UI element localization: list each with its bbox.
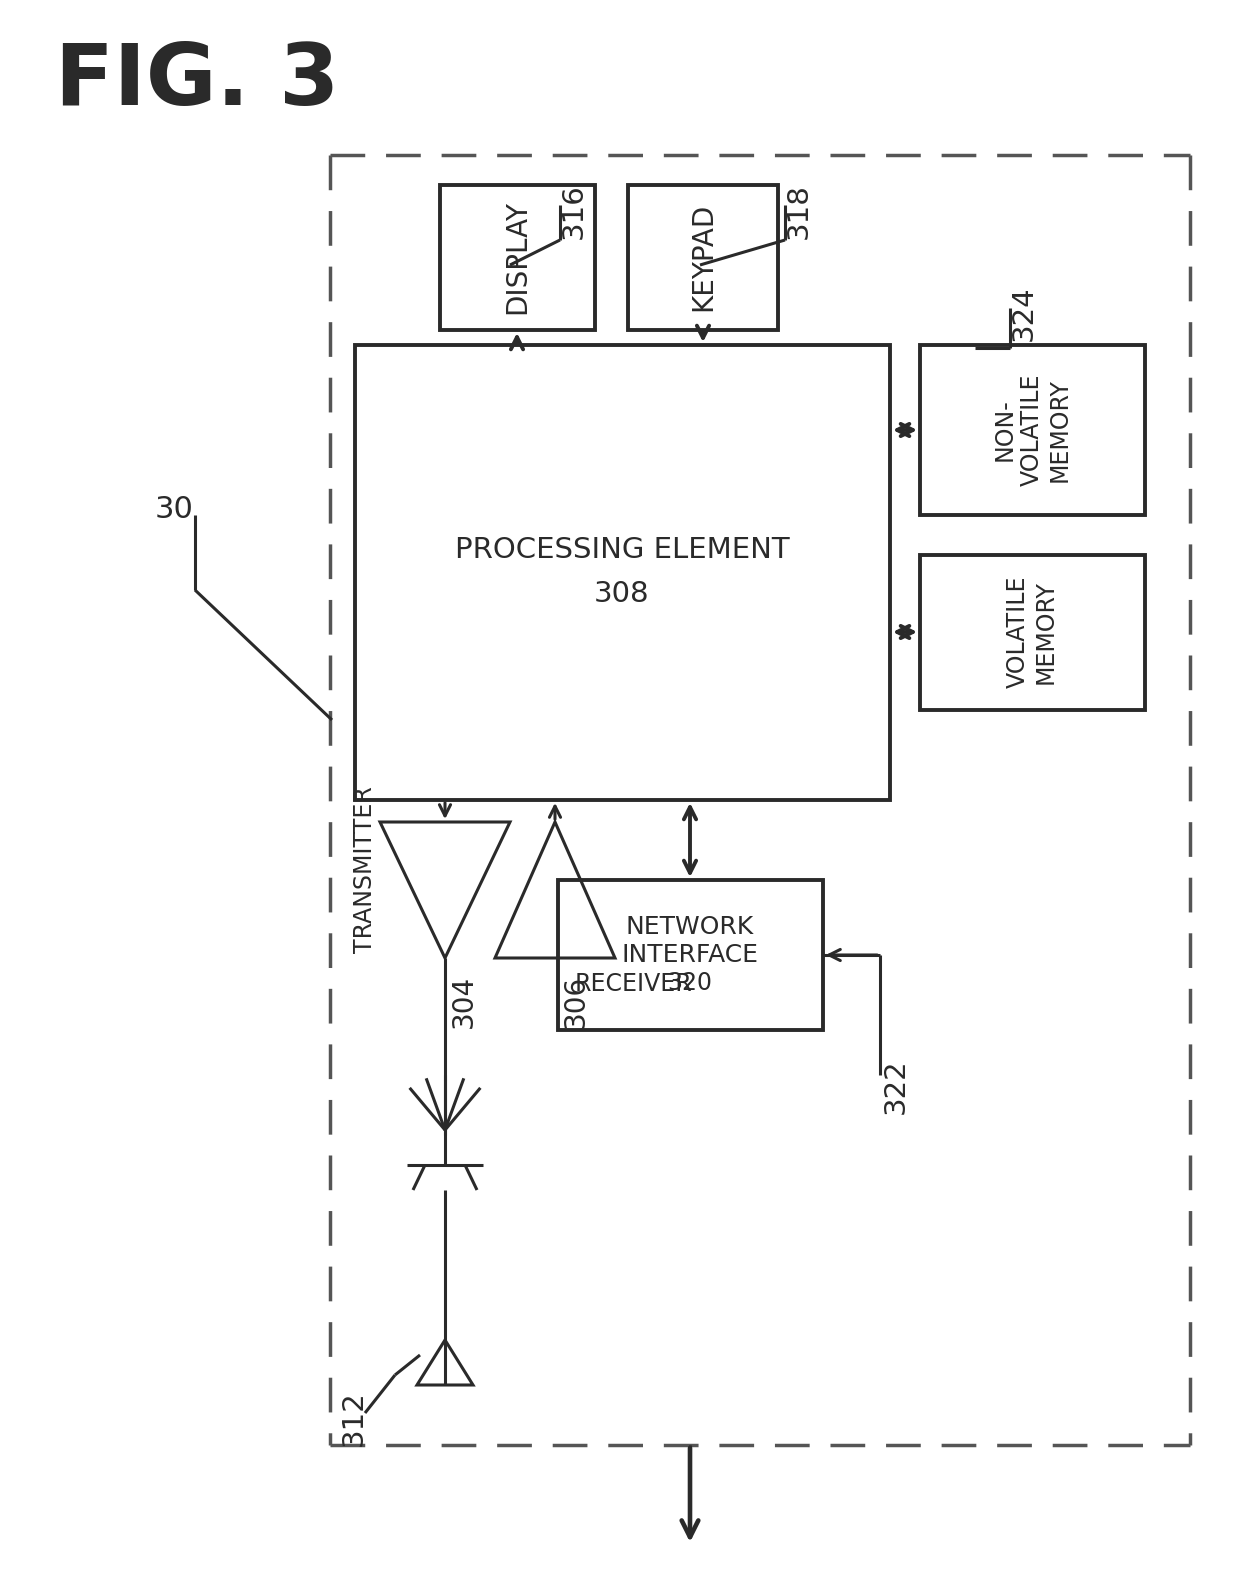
Bar bbox=[627, 186, 777, 330]
Text: 324: 324 bbox=[1011, 285, 1038, 341]
Text: VOLATILE
MEMORY: VOLATILE MEMORY bbox=[1006, 576, 1058, 688]
Text: KEYPAD: KEYPAD bbox=[689, 203, 717, 311]
Text: INTERFACE: INTERFACE bbox=[621, 944, 759, 967]
Bar bbox=[440, 186, 595, 330]
Text: 322: 322 bbox=[882, 1058, 910, 1113]
Text: 30: 30 bbox=[155, 495, 193, 523]
Bar bbox=[920, 555, 1145, 711]
Text: 306: 306 bbox=[562, 975, 590, 1028]
Text: 320: 320 bbox=[667, 971, 713, 994]
Bar bbox=[920, 346, 1145, 515]
Text: 304: 304 bbox=[450, 975, 477, 1028]
Text: PROCESSING ELEMENT: PROCESSING ELEMENT bbox=[455, 536, 790, 565]
Text: 318: 318 bbox=[785, 182, 813, 239]
Bar bbox=[355, 346, 890, 799]
Bar bbox=[558, 880, 823, 1029]
Text: TRANSMITTER: TRANSMITTER bbox=[353, 787, 377, 953]
Text: NON-
VOLATILE
MEMORY: NON- VOLATILE MEMORY bbox=[992, 374, 1071, 487]
Text: RECEIVER: RECEIVER bbox=[575, 972, 693, 996]
Text: DISPLAY: DISPLAY bbox=[503, 200, 531, 314]
Text: NETWORK: NETWORK bbox=[626, 915, 754, 939]
Text: 312: 312 bbox=[340, 1389, 368, 1446]
Text: FIG. 3: FIG. 3 bbox=[55, 40, 340, 124]
Text: 316: 316 bbox=[560, 182, 588, 239]
Text: 308: 308 bbox=[594, 580, 650, 607]
